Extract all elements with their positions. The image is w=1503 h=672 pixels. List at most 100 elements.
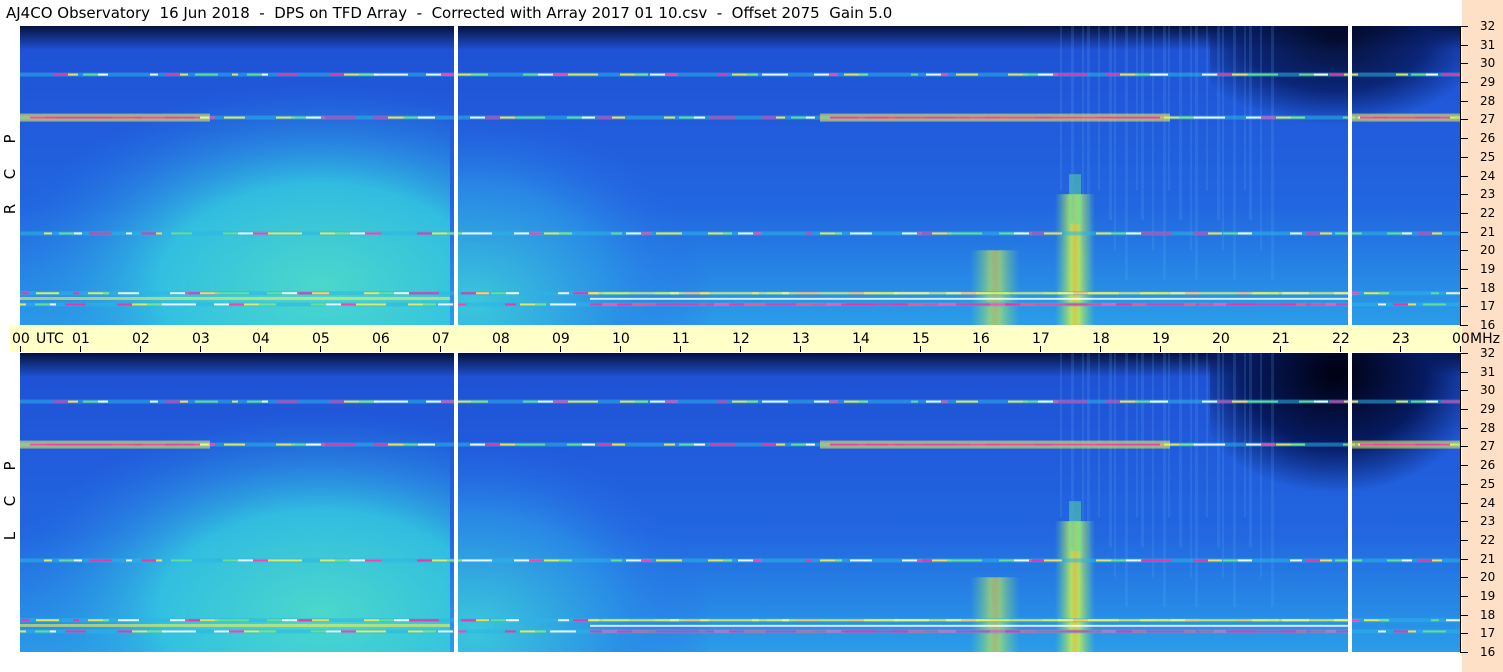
time-tick-mark: [680, 346, 681, 352]
interference-band-segment: [500, 443, 515, 446]
low-freq-band: [590, 303, 1350, 306]
interference-band-segment: [1096, 232, 1112, 235]
interference-streak: [1082, 26, 1084, 251]
freq-tick-mark: [1460, 176, 1468, 177]
interference-band-segment: [356, 630, 386, 633]
freq-tick-mark: [1460, 446, 1468, 447]
interference-band-segment: [1150, 400, 1168, 403]
lcp-spectrogram-image: [20, 353, 1460, 652]
interference-band-segment: [35, 303, 56, 306]
dark-region: [1210, 353, 1460, 553]
interference-band-segment: [282, 292, 299, 295]
interference-streak: [1233, 353, 1236, 608]
time-tick-mark: [500, 346, 501, 352]
interference-band-segment: [805, 232, 812, 235]
interference-band-segment: [582, 443, 595, 446]
interference-band-segment: [59, 559, 82, 562]
interference-band-segment: [1387, 232, 1412, 235]
interference-band-segment: [859, 73, 868, 76]
interference-streak: [1271, 353, 1274, 608]
interference-band-segment: [947, 232, 982, 235]
interference-band-segment: [118, 619, 139, 622]
interference-band-segment: [247, 73, 268, 76]
freq-tick-label: 31: [1480, 38, 1496, 52]
interference-band-segment: [1423, 303, 1446, 306]
interference-band-segment: [820, 232, 842, 235]
data-gap-marker: [454, 26, 458, 325]
freq-tick-mark: [1460, 157, 1468, 158]
interference-band-segment: [573, 292, 599, 295]
interference-band-segment: [59, 232, 82, 235]
interference-band-segment: [180, 400, 188, 403]
low-freq-band: [590, 297, 1350, 300]
interference-band-segment: [1417, 559, 1442, 562]
time-tick-mark: [1220, 346, 1221, 352]
interference-band-segment: [829, 73, 838, 76]
interference-band-segment: [417, 232, 432, 235]
freq-tick-label: 19: [1480, 589, 1496, 603]
freq-tick-mark: [1460, 540, 1468, 541]
interference-band-segment: [776, 116, 785, 119]
interference-band-segment: [1393, 303, 1416, 306]
interference-band-segment: [1396, 73, 1408, 76]
interference-band-segment: [36, 619, 59, 622]
interference-streak: [1071, 26, 1074, 221]
interference-band-segment: [311, 303, 326, 306]
interference-band-segment: [1441, 400, 1460, 403]
freq-tick-label: 24: [1480, 169, 1496, 183]
interference-band-segment: [1096, 559, 1112, 562]
interference-streak: [1114, 26, 1116, 251]
interference-band-segment: [523, 73, 538, 76]
rcp-label-p: P: [1, 134, 19, 144]
interference-band-segment: [1423, 630, 1446, 633]
rcp-label-r: R: [1, 203, 19, 215]
lcp-spectrogram: [20, 353, 1460, 652]
interference-band-segment: [1290, 232, 1302, 235]
freq-tick-mark: [1460, 194, 1468, 195]
interference-streak: [1195, 353, 1198, 608]
interference-streak: [1087, 353, 1090, 608]
interference-band-segment: [1431, 292, 1439, 295]
interference-band-segment: [229, 630, 246, 633]
freq-tick-label: 28: [1480, 421, 1496, 435]
interference-band-segment: [553, 400, 568, 403]
interference-band-segment: [626, 559, 652, 562]
interference-band-segment: [98, 400, 108, 403]
interference-band-segment: [1393, 630, 1416, 633]
interference-band-segment: [1014, 232, 1032, 235]
interference-band-segment: [88, 619, 109, 622]
interference-band-segment: [1290, 559, 1302, 562]
time-tick-mark: [920, 346, 921, 352]
interference-band-segment: [1431, 619, 1439, 622]
interference-band-segment: [306, 116, 325, 119]
interference-band-segment: [559, 232, 572, 235]
interference-band-segment: [1261, 116, 1275, 119]
interference-band-segment: [259, 630, 276, 633]
time-tick-label: 01: [72, 331, 90, 347]
cyan-noise-region: [20, 383, 450, 652]
interference-band-segment: [1223, 232, 1252, 235]
interference-band-segment: [582, 116, 595, 119]
interference-band-segment: [1238, 559, 1252, 562]
interference-streak: [1271, 26, 1274, 281]
freq-tick-mark: [1460, 390, 1468, 391]
interference-band-segment: [1320, 559, 1332, 562]
interference-streak: [1260, 26, 1262, 251]
interference-band-segment: [476, 619, 489, 622]
interference-band-segment: [1202, 73, 1218, 76]
interference-band-segment: [1238, 232, 1252, 235]
freq-tick-mark: [1460, 325, 1468, 326]
interference-band-segment: [117, 630, 136, 633]
interference-band-segment: [126, 232, 132, 235]
freq-tick-label: 29: [1480, 75, 1496, 89]
freq-tick-label: 23: [1480, 187, 1496, 201]
interference-band-segment: [364, 619, 379, 622]
time-tick-label: 02: [132, 331, 150, 347]
interference-band-segment: [520, 630, 546, 633]
freq-tick-label: 21: [1480, 552, 1496, 566]
data-gap-marker: [1348, 26, 1352, 325]
interference-band-segment: [635, 400, 648, 403]
interference-band-segment: [335, 232, 352, 235]
time-tick-label: 18: [1092, 331, 1110, 347]
interference-band-segment: [388, 443, 405, 446]
